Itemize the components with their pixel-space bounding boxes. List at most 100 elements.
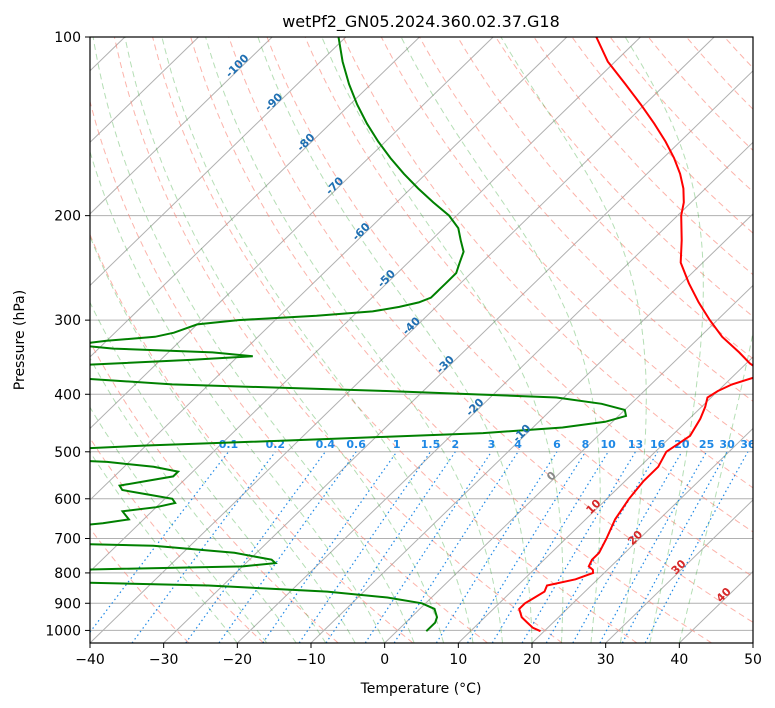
- grid-lines: [90, 37, 753, 643]
- moist-adiabat: [678, 330, 753, 643]
- y-tick-label: 800: [54, 566, 81, 582]
- isotherm-line: [236, 141, 753, 643]
- mixing-ratio-label: 30: [719, 438, 735, 451]
- y-tick-label: 600: [54, 492, 81, 508]
- mixing-ratio-label: 10: [601, 438, 617, 451]
- mixing-ratio-line: [298, 451, 431, 643]
- mixing-ratio-label: 3: [488, 438, 496, 451]
- x-axis-ticks: −40 −30 −20 −10 0 10 20 30 40 50: [75, 643, 762, 668]
- y-axis-ticks: 100 200 300 400 500 600 700 800 900 1000: [45, 30, 90, 639]
- mixing-ratio-line: [491, 451, 609, 643]
- dry-adiabat: [152, 37, 638, 643]
- mixing-ratio-line: [262, 451, 398, 643]
- dry-adiabat: [90, 99, 488, 643]
- mixing-ratio-label: 1.5: [421, 438, 441, 451]
- isotherm-line: [384, 284, 753, 643]
- mixing-ratio-label: 4: [514, 438, 522, 451]
- mixing-ratio-label: 20: [674, 438, 690, 451]
- x-tick-label: 10: [449, 652, 467, 668]
- y-tick-label: 200: [54, 209, 81, 225]
- mixing-ratio-line: [644, 451, 749, 643]
- dry-adiabat: [457, 37, 753, 360]
- y-tick-label: 100: [54, 30, 81, 46]
- y-tick-label: 300: [54, 313, 81, 329]
- isotherm-line: [90, 37, 715, 643]
- y-tick-label: 500: [54, 445, 81, 461]
- x-tick-label: −30: [149, 652, 179, 668]
- dry-adiabat: [90, 340, 339, 643]
- isotherm-line: [90, 37, 273, 215]
- x-tick-label: 40: [670, 652, 688, 668]
- mixing-ratio-line: [521, 451, 637, 643]
- moist-adiabat: [205, 37, 503, 643]
- x-tick-label: 20: [523, 652, 541, 668]
- mixing-ratio-label: 8: [582, 438, 590, 451]
- dry-adiabat: [90, 437, 264, 643]
- mixing-ratio-line: [435, 451, 558, 643]
- moist-adiabat: [90, 301, 327, 643]
- x-tick-label: −20: [223, 652, 253, 668]
- dry-adiabat: [228, 37, 753, 623]
- plot-frame: [89, 36, 754, 644]
- mixing-ratio-label: 16: [650, 438, 666, 451]
- x-tick-label: −40: [75, 652, 105, 668]
- mixing-ratio-line: [364, 451, 492, 643]
- moist-adiabat: [624, 37, 704, 643]
- isotherm-line: [605, 499, 753, 643]
- isotherm-line: [90, 37, 347, 287]
- mixing-ratio-line: [393, 451, 519, 643]
- dry-adiabat: [266, 37, 753, 578]
- y-tick-label: 1000: [45, 623, 81, 639]
- mixing-ratio-line: [545, 451, 659, 643]
- mixing-ratio-label: 0.4: [316, 438, 336, 451]
- moist-adiabat: [400, 37, 601, 643]
- x-tick-label: 30: [597, 652, 615, 668]
- isotherm-line: [457, 356, 753, 643]
- mixing-ratio-label: 6: [553, 438, 561, 451]
- y-axis-label: Pressure (hPa): [12, 290, 28, 390]
- moist-adiabat: [92, 37, 415, 643]
- dry-adiabat: [304, 37, 753, 533]
- x-tick-label: 50: [744, 652, 762, 668]
- x-tick-label: 0: [380, 652, 389, 668]
- moist-adiabat: [124, 37, 445, 643]
- moist-adiabat: [161, 37, 474, 643]
- moist-adiabat: [90, 451, 238, 643]
- mixing-ratio-line: [218, 451, 357, 643]
- dewpoint-line: [90, 37, 628, 632]
- chart-title: wetPf2_GN05.2024.360.02.37.G18: [282, 12, 560, 32]
- mixing-ratio-line: [325, 451, 456, 643]
- moist-adiabat: [321, 37, 564, 643]
- dry-adiabat: [190, 37, 712, 643]
- dry-adiabats: [90, 37, 753, 643]
- isotherm-line: [90, 37, 199, 144]
- sounding-series: [90, 37, 753, 633]
- isotherm-line: [90, 37, 568, 501]
- moist-adiabat: [90, 234, 356, 643]
- x-tick-label: −10: [296, 652, 326, 668]
- moist-adiabat: [90, 357, 297, 643]
- temperature-line: [518, 37, 753, 633]
- moist-adiabat: [500, 37, 647, 643]
- dry-adiabat: [495, 37, 753, 318]
- mixing-ratio-label: 0.6: [346, 438, 366, 451]
- y-tick-label: 700: [54, 532, 81, 548]
- mixing-ratio-label: 36: [740, 438, 756, 451]
- mixing-ratio-label: 2: [451, 438, 459, 451]
- mixing-ratio-label: 0.1: [219, 438, 239, 451]
- isotherm-line: [90, 37, 641, 573]
- dry-adiabat: [90, 233, 414, 643]
- mixing-ratio-label: 1: [393, 438, 401, 451]
- dry-adiabat: [113, 37, 563, 643]
- isotherm-line: [163, 70, 753, 643]
- mixing-ratio-line: [131, 451, 276, 643]
- y-tick-label: 900: [54, 596, 81, 612]
- mixing-ratio-line: [466, 451, 587, 643]
- y-tick-label: 400: [54, 387, 81, 403]
- mixing-ratio-label: 25: [699, 438, 714, 451]
- x-axis-label: Temperature (°C): [360, 681, 482, 697]
- mixing-ratio-label: 13: [628, 438, 643, 451]
- isotherm-line: [531, 427, 753, 643]
- isotherm-line: [90, 37, 494, 430]
